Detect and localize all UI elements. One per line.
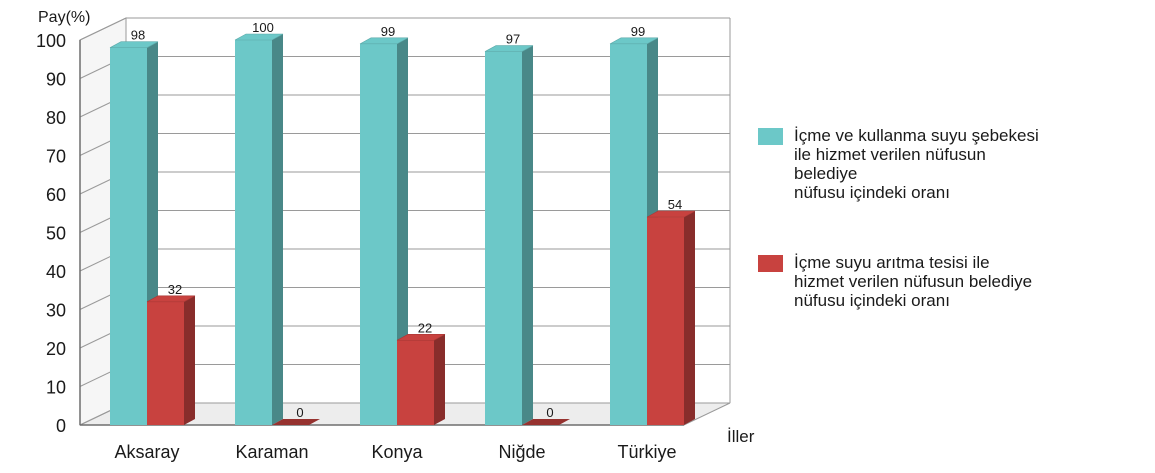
bar-front — [647, 217, 684, 425]
bar-side — [184, 296, 195, 425]
y-tick-label: 0 — [56, 416, 66, 436]
y-tick-label: 40 — [46, 262, 66, 282]
x-tick-label: Türkiye — [617, 442, 676, 462]
data-label: 99 — [631, 24, 645, 39]
data-label: 99 — [381, 24, 395, 39]
y-tick-label: 60 — [46, 185, 66, 205]
bar-front — [397, 340, 434, 425]
data-label: 54 — [668, 197, 682, 212]
y-axis-title: Pay(%) — [38, 9, 90, 26]
y-tick-label: 70 — [46, 147, 66, 167]
legend-swatch-red — [758, 255, 783, 272]
bars — [110, 34, 695, 425]
y-tick-label: 50 — [46, 224, 66, 244]
bar-front — [147, 302, 184, 425]
y-tick-label: 20 — [46, 339, 66, 359]
bar-front — [110, 48, 147, 425]
bar-side — [684, 211, 695, 425]
y-tick-label: 80 — [46, 108, 66, 128]
y-tick-label: 30 — [46, 301, 66, 321]
bar-side — [434, 334, 445, 425]
bar-0-3 — [485, 46, 533, 425]
bar-side — [522, 46, 533, 425]
data-label: 100 — [252, 20, 274, 35]
bar-side — [272, 34, 283, 425]
bar-1-4 — [647, 211, 695, 425]
legend-label: İçme ve kullanma suyu şebekesi ile hizme… — [794, 126, 1154, 202]
x-tick-label: Karaman — [235, 442, 308, 462]
x-tick-label: Aksaray — [114, 442, 179, 462]
x-tick-label: Niğde — [498, 442, 545, 462]
x-tick-label: Konya — [371, 442, 423, 462]
bar-front — [485, 52, 522, 425]
data-label: 97 — [506, 32, 520, 47]
data-label: 0 — [296, 405, 303, 420]
bar-1-2 — [397, 334, 445, 425]
bar-front — [360, 44, 397, 425]
bar-0-1 — [235, 34, 283, 425]
y-tick-label: 100 — [36, 31, 66, 51]
bar-front — [235, 40, 272, 425]
y-tick-label: 90 — [46, 70, 66, 90]
x-axis-title: İller — [727, 427, 755, 446]
data-label: 22 — [418, 320, 432, 335]
data-label: 0 — [546, 405, 553, 420]
y-tick-label: 10 — [46, 378, 66, 398]
data-label: 32 — [168, 282, 182, 297]
bar-front — [610, 44, 647, 425]
bar-1-0 — [147, 296, 195, 425]
data-label: 98 — [131, 28, 145, 43]
legend-swatch-teal — [758, 128, 783, 145]
legend-label: İçme suyu arıtma tesisi ile hizmet veril… — [794, 253, 1154, 310]
